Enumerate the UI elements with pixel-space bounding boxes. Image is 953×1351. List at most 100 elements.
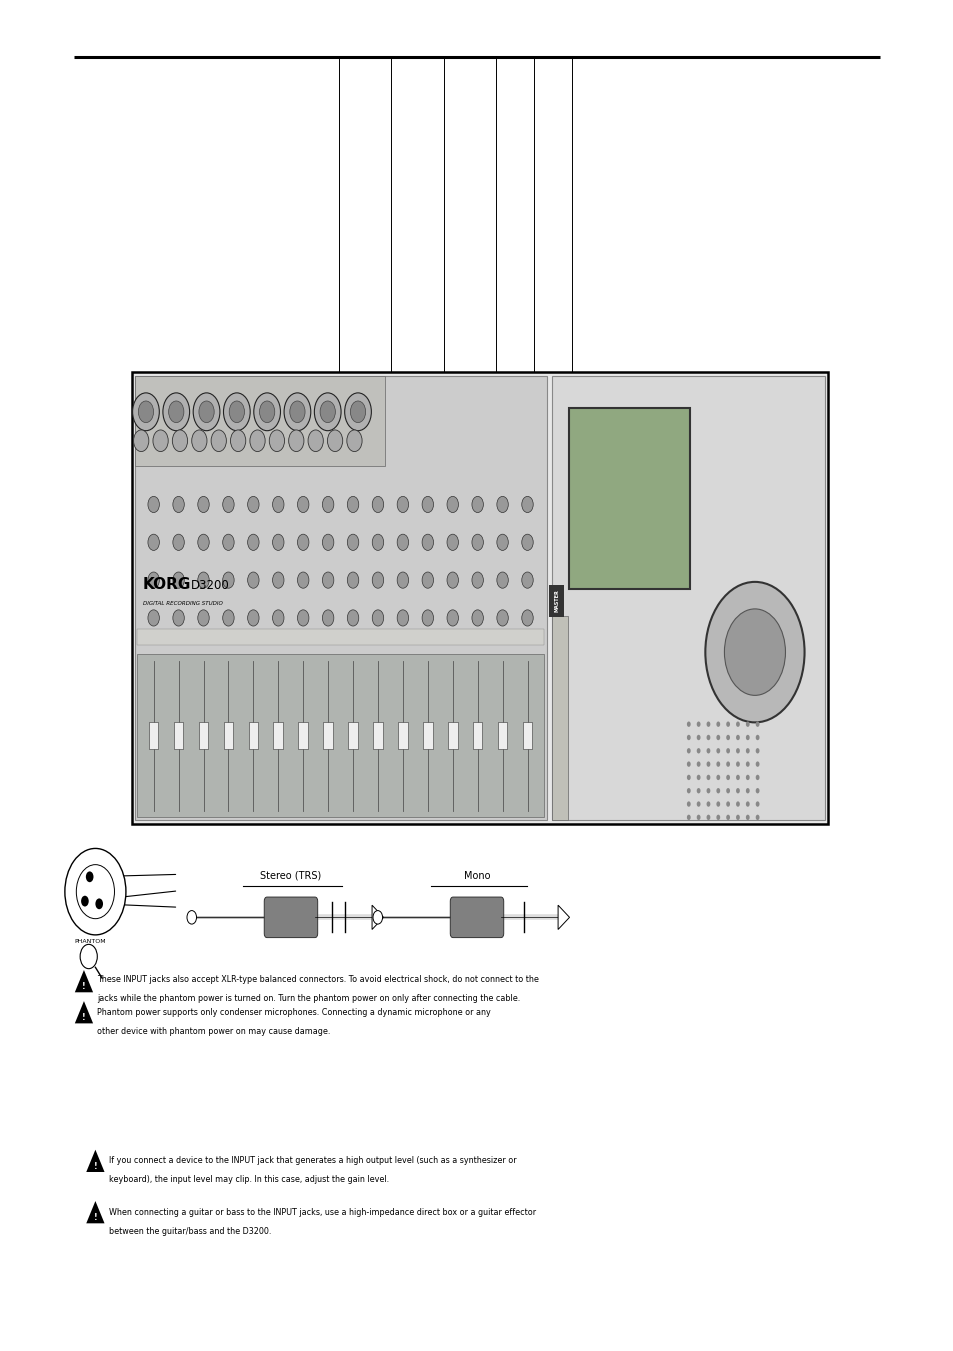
Circle shape: [273, 496, 284, 512]
Circle shape: [396, 496, 408, 512]
Circle shape: [172, 430, 188, 451]
Circle shape: [745, 721, 749, 727]
Circle shape: [197, 571, 209, 588]
FancyBboxPatch shape: [134, 376, 385, 466]
Circle shape: [686, 801, 690, 807]
Circle shape: [706, 721, 710, 727]
Circle shape: [322, 534, 334, 550]
Circle shape: [95, 898, 103, 909]
Text: When connecting a guitar or bass to the INPUT jacks, use a high-impedance direct: When connecting a guitar or bass to the …: [109, 1208, 536, 1217]
Text: between the guitar/bass and the D3200.: between the guitar/bass and the D3200.: [109, 1227, 271, 1236]
Circle shape: [148, 534, 159, 550]
FancyBboxPatch shape: [348, 723, 357, 750]
Circle shape: [421, 534, 433, 550]
Circle shape: [344, 393, 371, 431]
Circle shape: [138, 401, 153, 423]
Circle shape: [373, 911, 382, 924]
Circle shape: [696, 735, 700, 740]
Circle shape: [347, 534, 358, 550]
Circle shape: [745, 748, 749, 754]
Circle shape: [521, 496, 533, 512]
Polygon shape: [86, 1201, 105, 1224]
Circle shape: [347, 609, 358, 626]
Text: MASTER: MASTER: [554, 589, 558, 612]
Circle shape: [248, 609, 259, 626]
Text: !: !: [93, 1213, 97, 1221]
Circle shape: [706, 762, 710, 767]
Circle shape: [421, 571, 433, 588]
FancyBboxPatch shape: [134, 376, 546, 820]
Circle shape: [736, 721, 740, 727]
Text: Phantom power supports only condenser microphones. Connecting a dynamic micropho: Phantom power supports only condenser mi…: [97, 1008, 491, 1017]
Circle shape: [736, 748, 740, 754]
Circle shape: [736, 815, 740, 820]
Circle shape: [172, 609, 184, 626]
Circle shape: [686, 721, 690, 727]
Circle shape: [716, 788, 720, 793]
Circle shape: [253, 393, 280, 431]
FancyBboxPatch shape: [497, 723, 507, 750]
Circle shape: [725, 788, 729, 793]
FancyBboxPatch shape: [249, 723, 258, 750]
Circle shape: [686, 788, 690, 793]
Circle shape: [396, 534, 408, 550]
Circle shape: [755, 735, 759, 740]
Circle shape: [447, 534, 458, 550]
Circle shape: [745, 788, 749, 793]
Circle shape: [248, 534, 259, 550]
Circle shape: [736, 788, 740, 793]
Circle shape: [197, 496, 209, 512]
Circle shape: [696, 774, 700, 780]
Circle shape: [350, 401, 365, 423]
Circle shape: [686, 748, 690, 754]
Circle shape: [211, 430, 226, 451]
Circle shape: [308, 430, 323, 451]
Circle shape: [76, 865, 114, 919]
Text: DIGITAL RECORDING STUDIO: DIGITAL RECORDING STUDIO: [143, 601, 223, 607]
FancyBboxPatch shape: [450, 897, 503, 938]
Circle shape: [725, 801, 729, 807]
Circle shape: [290, 401, 305, 423]
Circle shape: [472, 496, 483, 512]
Circle shape: [172, 496, 184, 512]
Circle shape: [745, 774, 749, 780]
Circle shape: [163, 393, 190, 431]
Circle shape: [372, 534, 383, 550]
FancyBboxPatch shape: [223, 723, 233, 750]
FancyBboxPatch shape: [473, 723, 482, 750]
Circle shape: [716, 748, 720, 754]
Circle shape: [192, 430, 207, 451]
Circle shape: [716, 735, 720, 740]
Circle shape: [716, 774, 720, 780]
Circle shape: [725, 735, 729, 740]
Circle shape: [723, 609, 784, 696]
Circle shape: [706, 774, 710, 780]
Circle shape: [745, 815, 749, 820]
Circle shape: [704, 582, 803, 723]
Circle shape: [372, 496, 383, 512]
Circle shape: [133, 430, 149, 451]
Circle shape: [169, 401, 184, 423]
FancyBboxPatch shape: [298, 723, 308, 750]
Circle shape: [197, 534, 209, 550]
Circle shape: [148, 496, 159, 512]
Circle shape: [172, 534, 184, 550]
Circle shape: [736, 762, 740, 767]
Polygon shape: [558, 905, 569, 929]
Text: D3200: D3200: [191, 578, 230, 592]
Circle shape: [222, 534, 233, 550]
Circle shape: [696, 748, 700, 754]
Circle shape: [347, 571, 358, 588]
Circle shape: [472, 571, 483, 588]
Text: KORG: KORG: [143, 577, 192, 592]
Circle shape: [716, 762, 720, 767]
Circle shape: [187, 911, 196, 924]
FancyBboxPatch shape: [274, 723, 283, 750]
Circle shape: [755, 815, 759, 820]
Text: !: !: [82, 1013, 86, 1021]
Circle shape: [231, 430, 246, 451]
Circle shape: [222, 609, 233, 626]
Circle shape: [696, 788, 700, 793]
Circle shape: [297, 571, 309, 588]
Circle shape: [148, 609, 159, 626]
